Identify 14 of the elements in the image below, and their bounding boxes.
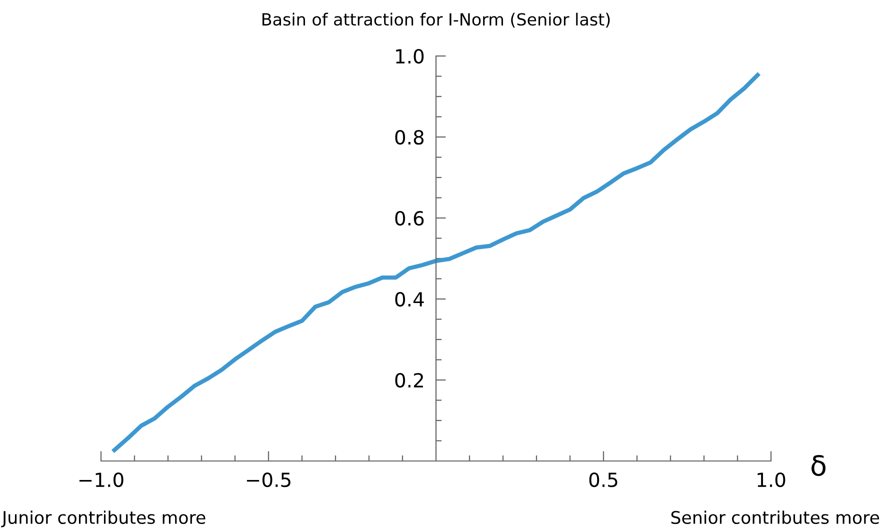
x-tick-label: −0.5 xyxy=(246,472,290,488)
x-tick-label: 0.5 xyxy=(589,472,618,488)
y-tick-label: 0.8 xyxy=(395,130,424,145)
y-tick-label: 0.6 xyxy=(395,210,424,226)
y-tick-label: 1.0 xyxy=(396,48,424,64)
chart-title: Basin of attraction for I-Norm (Senior last) xyxy=(262,12,610,28)
text: Junior contributes more xyxy=(1,510,206,528)
x-tick-label: −1.0 xyxy=(79,472,124,488)
x-tick-label: 1.0 xyxy=(758,472,786,488)
x-axis-title: δ xyxy=(812,455,826,476)
line-series xyxy=(112,72,760,452)
y-tick-label: 0.2 xyxy=(395,372,423,388)
y-tick-label: 0.4 xyxy=(395,292,424,307)
text: Senior contributes more xyxy=(671,510,880,524)
